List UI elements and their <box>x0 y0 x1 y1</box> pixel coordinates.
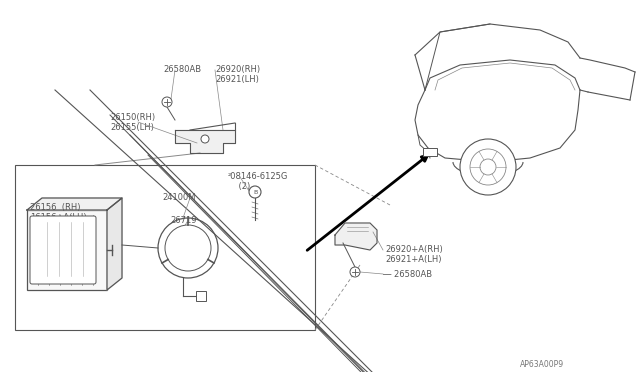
Circle shape <box>249 186 261 198</box>
Text: B: B <box>253 189 257 195</box>
Text: 26920+A(RH)
26921+A(LH): 26920+A(RH) 26921+A(LH) <box>385 245 443 264</box>
Polygon shape <box>335 223 377 250</box>
Text: 24100M: 24100M <box>162 193 195 202</box>
Circle shape <box>460 139 516 195</box>
Polygon shape <box>107 198 122 290</box>
Text: ²08146-6125G
    (2): ²08146-6125G (2) <box>228 172 289 192</box>
Text: 26920(RH)
26921(LH): 26920(RH) 26921(LH) <box>215 65 260 84</box>
Polygon shape <box>27 198 122 210</box>
Circle shape <box>165 225 211 271</box>
Bar <box>423 148 437 156</box>
Text: 26150(RH)
26155(LH): 26150(RH) 26155(LH) <box>110 113 155 132</box>
Bar <box>27 210 107 290</box>
Polygon shape <box>175 130 235 153</box>
FancyBboxPatch shape <box>30 216 96 284</box>
Circle shape <box>350 267 360 277</box>
Text: AP63A00P9: AP63A00P9 <box>520 360 564 369</box>
Circle shape <box>470 149 506 185</box>
Text: 26580AB: 26580AB <box>163 65 201 74</box>
Circle shape <box>201 135 209 143</box>
Text: 26156  (RH)
16156+A(LH): 26156 (RH) 16156+A(LH) <box>30 203 86 222</box>
Bar <box>196 291 206 301</box>
Circle shape <box>158 218 218 278</box>
Bar <box>15 165 315 330</box>
Text: ― 26580AB: ― 26580AB <box>383 270 432 279</box>
Circle shape <box>480 159 496 175</box>
Text: 26719: 26719 <box>170 216 196 225</box>
Circle shape <box>162 97 172 107</box>
